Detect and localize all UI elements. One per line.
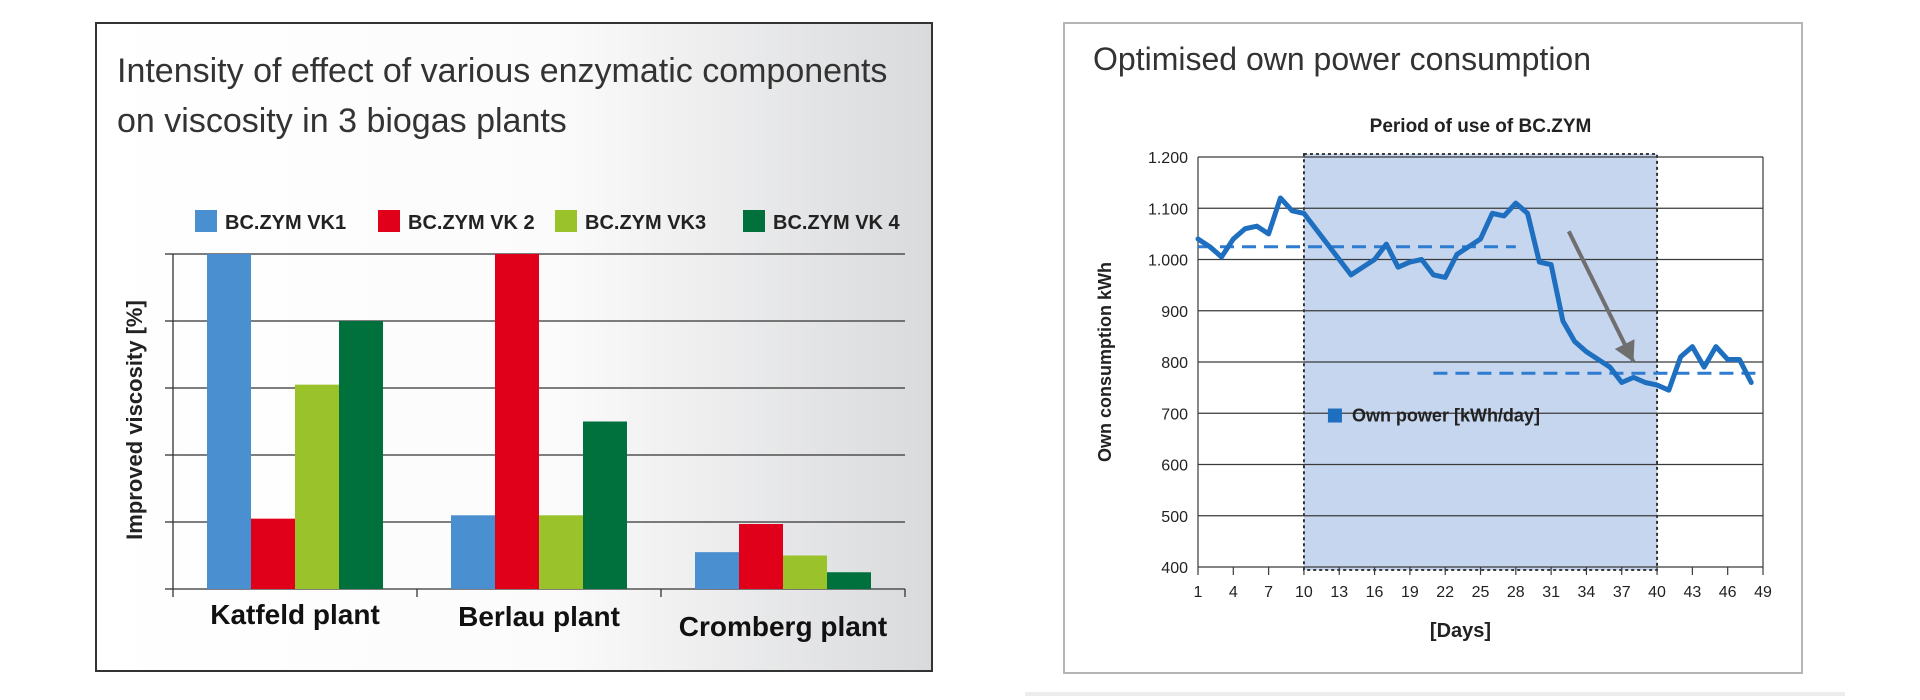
line-x-tick-label: 37 — [1613, 584, 1631, 601]
bar-chart-title-line-2: on viscosity in 3 biogas plants — [117, 102, 567, 140]
own-power-line — [1195, 195, 1754, 393]
bar-4-2 — [583, 421, 627, 589]
line-y-tick-label: 600 — [1161, 458, 1188, 475]
line-y-tick-label: 900 — [1161, 304, 1188, 321]
line-chart-x-axis-label: [Days] — [1430, 620, 1491, 642]
bar-3-1 — [295, 384, 339, 589]
bar-legend-swatch — [743, 210, 765, 232]
line-chart-title: Optimised own power consumption — [1093, 41, 1591, 77]
bar-2-2 — [495, 254, 539, 589]
line-x-tick-label: 19 — [1401, 584, 1419, 601]
bar-chart-panel: Intensity of effect of various enzymatic… — [95, 22, 933, 672]
line-y-tick-label: 1.100 — [1148, 201, 1188, 218]
line-x-tick-label: 1 — [1194, 584, 1203, 601]
bar-1-3 — [695, 552, 739, 589]
bar-chart: Intensity of effect of various enzymatic… — [95, 22, 933, 672]
line-legend-swatch — [1327, 408, 1342, 423]
bar-4-1 — [339, 321, 383, 589]
bar-legend-swatch — [555, 210, 577, 232]
bar-3-2 — [539, 515, 583, 589]
line-y-tick-label: 500 — [1161, 509, 1188, 526]
bar-legend-label: BC.ZYM VK 4 — [773, 212, 901, 234]
bar-chart-y-axis-label: Improved viscosity [%] — [122, 300, 147, 540]
line-x-tick-label: 16 — [1366, 584, 1384, 601]
bar-category-label: Cromberg plant — [679, 611, 887, 642]
line-x-tick-label: 28 — [1507, 584, 1525, 601]
line-y-tick-label: 400 — [1161, 560, 1188, 577]
line-x-tick-label: 10 — [1295, 584, 1313, 601]
line-y-tick-label: 1.000 — [1148, 253, 1188, 270]
line-x-tick-label: 13 — [1330, 584, 1348, 601]
line-chart-panel: Optimised own power consumption Period o… — [1063, 22, 1803, 674]
trend-arrow-shaft — [1566, 230, 1636, 363]
bar-legend-swatch — [195, 210, 217, 232]
line-legend-label: Own power [kWh/day] — [1352, 406, 1540, 426]
bar-2-1 — [251, 518, 295, 589]
bar-legend-label: BC.ZYM VK1 — [225, 212, 346, 234]
period-of-use-label: Period of use of BC.ZYM — [1370, 116, 1592, 137]
bar-4-3 — [827, 572, 871, 589]
line-x-tick-label: 43 — [1683, 584, 1701, 601]
bar-3-3 — [783, 555, 827, 589]
line-x-tick-label: 7 — [1264, 584, 1273, 601]
bar-legend-label: BC.ZYM VK3 — [585, 212, 706, 234]
bottom-divider — [1025, 692, 1845, 696]
bar-1-1 — [207, 254, 251, 589]
line-x-tick-label: 49 — [1754, 584, 1772, 601]
line-x-tick-label: 4 — [1229, 584, 1238, 601]
bar-category-label: Berlau plant — [458, 601, 620, 632]
line-x-tick-label: 34 — [1578, 584, 1596, 601]
line-y-tick-label: 800 — [1161, 355, 1188, 372]
line-chart-y-axis-label: Own consumption kWh — [1095, 262, 1115, 462]
line-y-tick-label: 1.200 — [1148, 150, 1188, 167]
bar-2-3 — [739, 524, 783, 589]
bar-1-2 — [451, 515, 495, 589]
line-x-tick-label: 40 — [1648, 584, 1666, 601]
trend-arrow-head — [1614, 339, 1635, 362]
bar-chart-title-line-1: Intensity of effect of various enzymatic… — [117, 52, 887, 90]
line-x-tick-label: 46 — [1719, 584, 1737, 601]
line-y-tick-label: 700 — [1161, 406, 1188, 423]
line-x-tick-label: 22 — [1436, 584, 1454, 601]
bar-category-label: Katfeld plant — [210, 599, 380, 630]
line-x-tick-label: 25 — [1472, 584, 1490, 601]
line-x-tick-label: 31 — [1542, 584, 1560, 601]
bar-legend-swatch — [378, 210, 400, 232]
line-chart: Optimised own power consumption Period o… — [1063, 22, 1803, 674]
bar-legend-label: BC.ZYM VK 2 — [408, 212, 535, 234]
